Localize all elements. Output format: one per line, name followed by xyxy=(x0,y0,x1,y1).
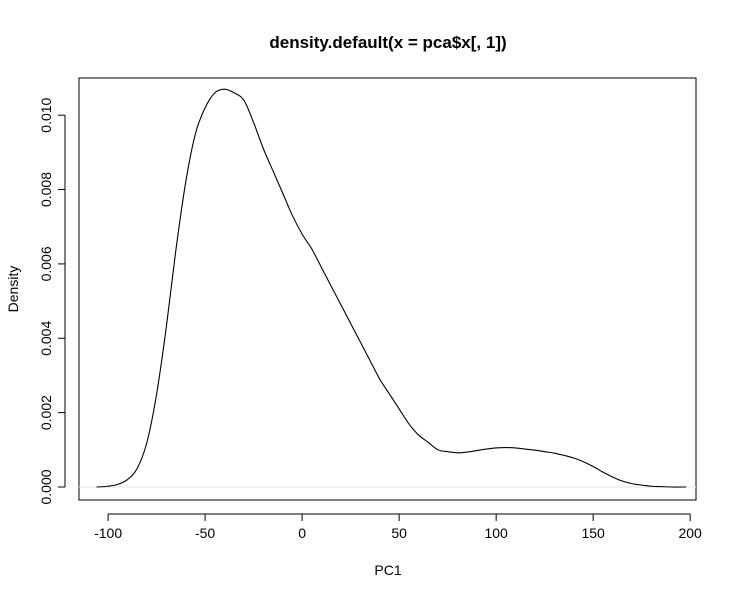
x-tick-label: 50 xyxy=(391,525,407,541)
chart-title: density.default(x = pca$x[, 1]) xyxy=(269,33,506,52)
density-curve xyxy=(96,88,687,488)
y-tick-label: 0.006 xyxy=(38,246,54,281)
x-tick-label: 200 xyxy=(678,525,702,541)
y-axis-label: Density xyxy=(5,266,21,313)
x-tick-label: 100 xyxy=(484,525,508,541)
x-tick-label: 150 xyxy=(581,525,605,541)
y-tick-label: 0.010 xyxy=(38,97,54,132)
x-axis: -100 -50 0 50 100 150 200 xyxy=(94,513,702,541)
x-axis-label: PC1 xyxy=(374,562,401,578)
y-tick-label: 0.000 xyxy=(38,469,54,504)
y-tick-label: 0.008 xyxy=(38,172,54,207)
y-axis: 0.000 0.002 0.004 0.006 0.008 0.010 xyxy=(38,97,66,505)
x-tick-label: 0 xyxy=(298,525,306,541)
y-tick-label: 0.004 xyxy=(38,321,54,356)
y-tick-label: 0.002 xyxy=(38,395,54,430)
x-tick-label: -100 xyxy=(94,525,122,541)
x-tick-label: -50 xyxy=(195,525,215,541)
plot-frame xyxy=(78,77,697,501)
